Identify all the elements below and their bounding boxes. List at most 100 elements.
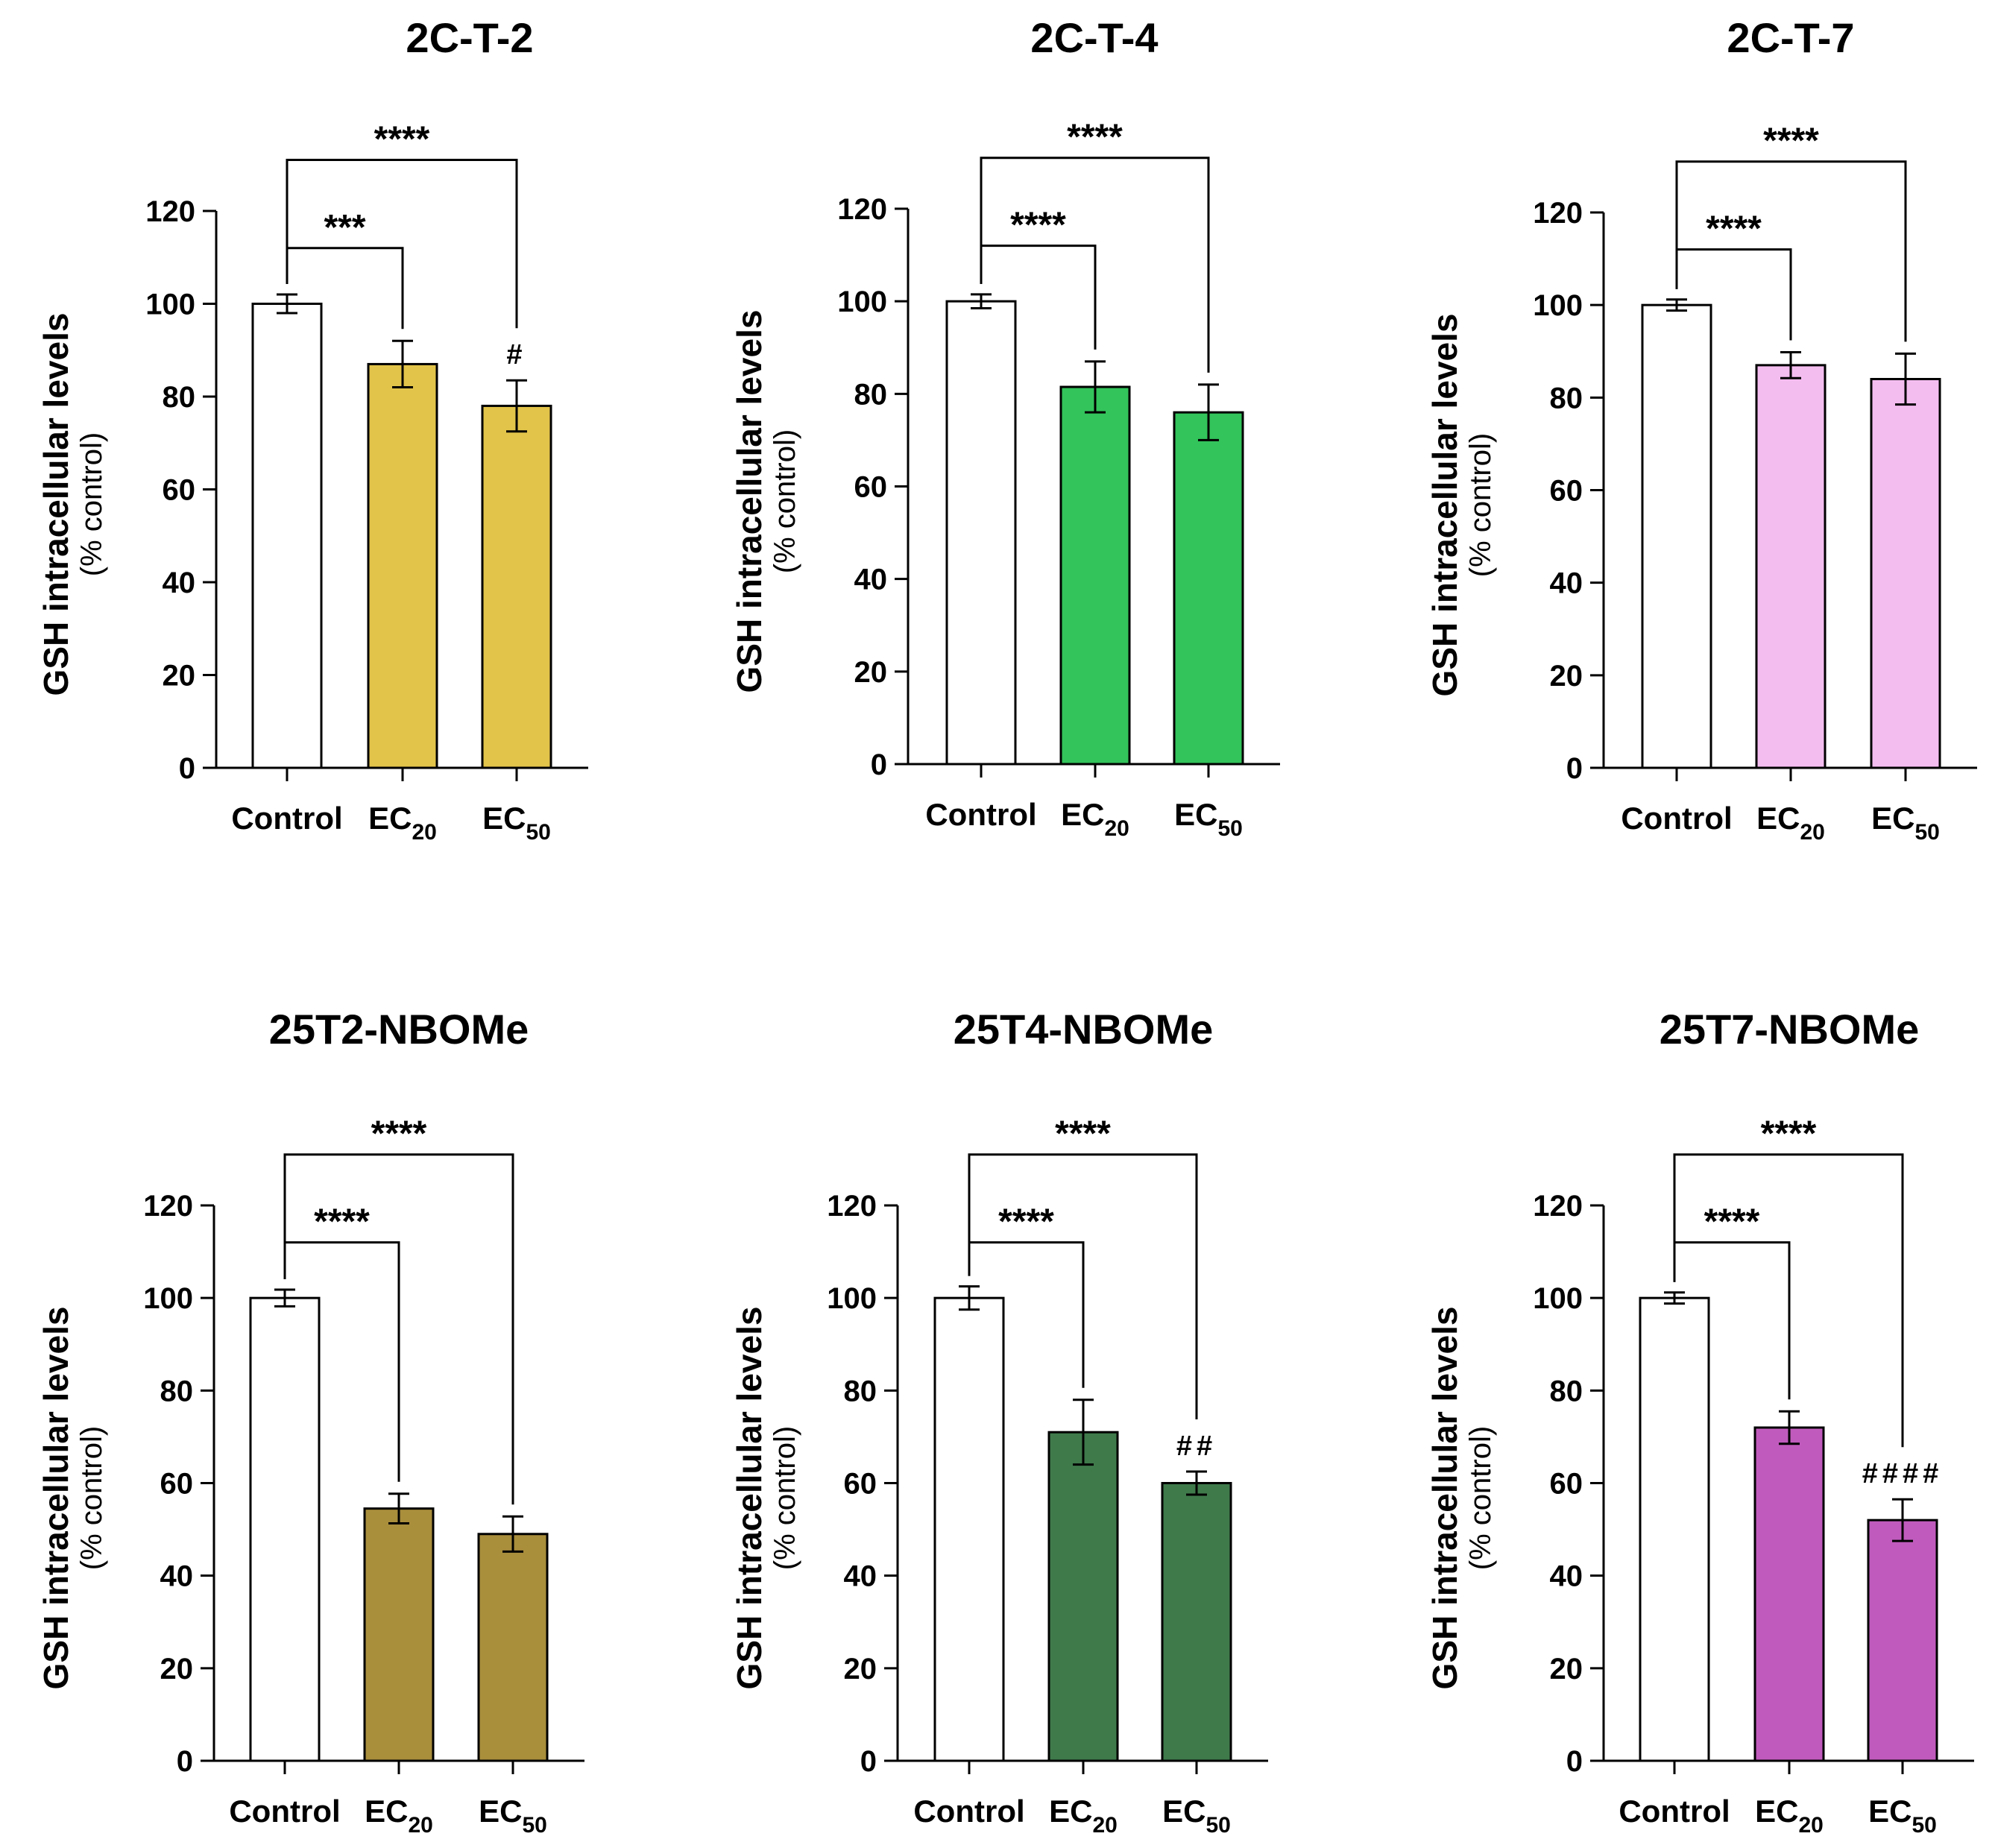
y-axis-label: GSH intracellular levels	[1425, 314, 1464, 697]
bar-control	[945, 300, 1017, 766]
y-tick-label: 20	[844, 1653, 877, 1685]
y-tick-label: 120	[143, 1190, 193, 1223]
comparison-bracket	[283, 1153, 514, 1505]
chart-panel-3: 2C-T-7 GSH intracellular levels (% control…	[1425, 14, 1977, 845]
significance-label: ****	[371, 1114, 427, 1154]
bar-ec20	[1059, 385, 1131, 766]
chart-title: 25T2-NBOMe	[269, 1006, 529, 1053]
x-tick-label: EC20	[1755, 1794, 1824, 1838]
bar-ec50	[481, 404, 552, 769]
significance-label: ****	[314, 1202, 370, 1242]
y-tick-label: 60	[163, 474, 196, 507]
bar-ec20	[367, 362, 438, 769]
x-tick-label: EC20	[1061, 797, 1129, 841]
y-axis-sublabel: (% control)	[769, 429, 801, 573]
x-tick-label: EC50	[482, 801, 551, 845]
significance-label: ****	[1704, 1202, 1760, 1242]
bar-ec20	[1755, 364, 1827, 769]
y-tick-label: 120	[145, 195, 195, 228]
bar-control	[249, 1296, 321, 1762]
chart-title: 25T7-NBOMe	[1660, 1006, 1920, 1053]
y-tick-label: 120	[837, 193, 887, 226]
comparison-bracket	[968, 1153, 1198, 1419]
x-tick-label: EC20	[1049, 1794, 1118, 1838]
bar-ec50	[1161, 1482, 1232, 1762]
y-tick-label: 0	[1566, 752, 1583, 785]
x-tick-label: EC20	[365, 1794, 433, 1838]
significance-label: ****	[1010, 206, 1066, 245]
x-tick-label: Control	[229, 1794, 340, 1829]
x-tick-label: Control	[925, 797, 1036, 832]
hash-significance-label: ####	[1862, 1458, 1944, 1489]
y-tick-label: 0	[860, 1745, 877, 1778]
x-tick-label: EC50	[1871, 801, 1940, 845]
bar-ec20	[1753, 1426, 1825, 1762]
x-tick-label: Control	[1619, 1794, 1730, 1829]
y-tick-label: 80	[160, 1375, 194, 1407]
chart-panel-1: 2C-T-2 GSH intracellular levels (% control…	[37, 14, 588, 845]
y-tick-label: 80	[844, 1375, 877, 1407]
y-axis-sublabel: (% control)	[75, 1426, 108, 1570]
bar-control	[933, 1296, 1005, 1762]
y-tick-label: 40	[1550, 567, 1583, 600]
significance-label: ****	[1706, 209, 1762, 249]
y-tick-label: 40	[163, 567, 196, 599]
y-tick-label: 80	[1550, 382, 1583, 414]
bar-ec50	[477, 1533, 549, 1762]
y-tick-label: 0	[177, 1745, 193, 1778]
y-axis-sublabel: (% control)	[1464, 433, 1497, 577]
hash-significance-label: ##	[1176, 1431, 1217, 1462]
x-tick-label: EC20	[1756, 801, 1825, 845]
y-axis-label: GSH intracellular levels	[37, 1307, 75, 1690]
significance-label: ***	[324, 208, 365, 247]
bar-ec50	[1870, 378, 1941, 769]
y-tick-label: 0	[1566, 1745, 1583, 1778]
y-tick-label: 60	[1550, 1468, 1583, 1501]
y-axis-label: GSH intracellular levels	[37, 313, 75, 696]
y-tick-label: 80	[163, 381, 196, 414]
y-tick-label: 40	[844, 1560, 877, 1593]
y-axis-sublabel: (% control)	[769, 1426, 801, 1570]
bar-ec50	[1867, 1519, 1938, 1762]
y-tick-label: 120	[1533, 197, 1583, 230]
y-axis-label: GSH intracellular levels	[730, 310, 769, 693]
comparison-bracket	[1673, 1153, 1904, 1448]
x-tick-label: EC50	[1162, 1794, 1231, 1838]
bar-ec50	[1173, 411, 1244, 766]
comparison-bracket	[286, 159, 518, 329]
y-tick-label: 0	[871, 748, 887, 781]
y-tick-label: 100	[1533, 1282, 1583, 1315]
y-tick-label: 40	[854, 564, 888, 596]
y-tick-label: 20	[160, 1653, 194, 1685]
y-tick-label: 100	[145, 288, 195, 321]
y-tick-label: 0	[179, 752, 195, 785]
hash-significance-label: #	[506, 339, 526, 370]
bar-ec20	[363, 1507, 435, 1762]
chart-title: 2C-T-4	[1030, 14, 1158, 61]
x-tick-label: Control	[913, 1794, 1024, 1829]
x-tick-label: EC20	[368, 801, 437, 845]
chart-title: 2C-T-2	[406, 14, 533, 61]
chart-title: 2C-T-7	[1727, 14, 1854, 61]
bar-control	[1641, 303, 1712, 769]
y-tick-label: 20	[1550, 1653, 1583, 1685]
chart-panel-6: 25T7-NBOMe GSH intracellular levels (% con…	[1425, 1006, 1974, 1838]
bar-ec20	[1047, 1431, 1119, 1762]
y-axis-sublabel: (% control)	[1464, 1426, 1497, 1570]
y-tick-label: 100	[827, 1282, 877, 1315]
y-axis-label: GSH intracellular levels	[730, 1307, 769, 1690]
x-tick-label: EC50	[1174, 797, 1243, 841]
bar-control	[251, 303, 323, 769]
y-tick-label: 80	[854, 378, 888, 411]
y-tick-label: 100	[837, 286, 887, 318]
y-tick-label: 120	[827, 1190, 877, 1223]
y-tick-label: 20	[163, 660, 196, 693]
y-axis-sublabel: (% control)	[75, 432, 108, 576]
y-tick-label: 100	[143, 1282, 193, 1315]
significance-label: ****	[1763, 122, 1819, 161]
significance-label: ****	[998, 1202, 1054, 1242]
comparison-bracket	[980, 157, 1210, 373]
y-axis-label: GSH intracellular levels	[1425, 1307, 1464, 1690]
y-tick-label: 60	[1550, 475, 1583, 508]
